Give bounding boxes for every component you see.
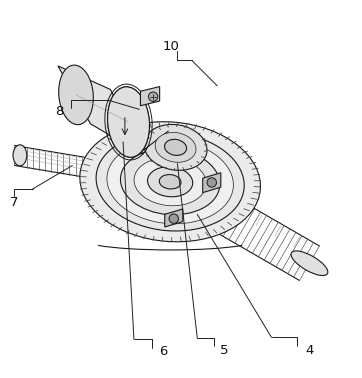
Ellipse shape [107,140,233,224]
Polygon shape [58,66,143,155]
Text: 7: 7 [10,196,19,209]
Polygon shape [165,209,183,227]
Ellipse shape [144,124,207,170]
Ellipse shape [13,145,27,166]
Ellipse shape [134,158,206,206]
Text: 4: 4 [305,344,314,356]
Ellipse shape [291,251,328,276]
Ellipse shape [108,87,150,157]
Text: 10: 10 [163,40,179,53]
Text: 5: 5 [220,344,229,356]
Ellipse shape [108,87,150,157]
Ellipse shape [59,65,93,125]
Ellipse shape [165,139,186,155]
Circle shape [169,214,178,223]
Circle shape [148,92,158,101]
Ellipse shape [148,167,193,197]
Text: 6: 6 [159,345,167,358]
Ellipse shape [159,175,181,189]
Ellipse shape [96,133,244,231]
Ellipse shape [121,149,220,215]
Ellipse shape [155,132,196,162]
Polygon shape [140,87,160,106]
Text: 8: 8 [55,105,64,118]
Circle shape [207,178,216,187]
Ellipse shape [80,122,260,242]
Polygon shape [203,173,221,193]
